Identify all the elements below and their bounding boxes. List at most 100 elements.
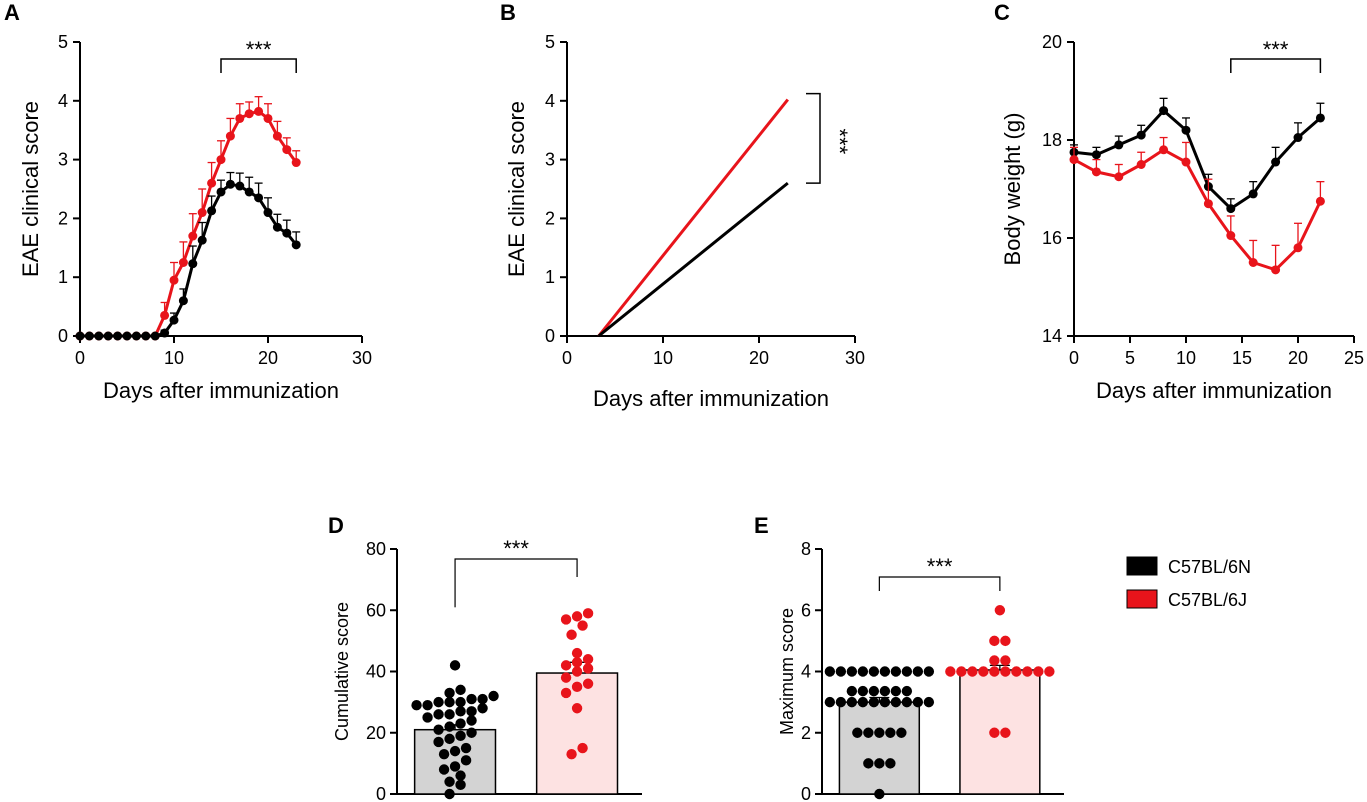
- series-0: [1069, 97, 1325, 214]
- data-point: [263, 113, 273, 123]
- data-point: [1022, 666, 1033, 677]
- data-point: [901, 696, 913, 708]
- data-point: [444, 788, 455, 800]
- data-point: [1044, 666, 1055, 677]
- data-point: [874, 788, 885, 800]
- data-point: [1000, 635, 1011, 647]
- series-line: [597, 181, 789, 338]
- data-point: [582, 654, 594, 665]
- data-point: [455, 718, 466, 729]
- y-tick-label: 1: [545, 267, 555, 287]
- data-point: [868, 685, 880, 697]
- x-tick-label: 30: [352, 348, 372, 368]
- data-point: [1091, 150, 1101, 160]
- x-axis-title: Days after immunization: [103, 378, 339, 403]
- data-point: [103, 331, 113, 341]
- series-line: [597, 98, 789, 337]
- y-tick-label: 0: [58, 326, 68, 346]
- data-point: [433, 724, 444, 735]
- panel-c-chart: 14 16 18 20 0 5 10 15 20 25 Days after immunizatio…: [1000, 32, 1364, 403]
- y-tick-label: 4: [58, 91, 68, 111]
- data-point: [460, 755, 472, 766]
- data-point: [857, 685, 869, 697]
- legend-swatch-6n: [1126, 556, 1158, 576]
- panel-a-chart: 0 1 2 3 4 5 0 10 20 30 Days after immunization EAE …: [18, 32, 372, 403]
- data-point: [411, 699, 422, 711]
- data-point: [282, 228, 292, 238]
- bar-group-1: [945, 605, 1055, 795]
- y-axis-title: EAE clinical score: [18, 101, 43, 277]
- significance-stars: ***: [827, 129, 852, 155]
- x-tick-label: 30: [845, 348, 865, 368]
- data-point: [901, 685, 913, 697]
- data-point: [885, 758, 896, 769]
- y-tick-label: 3: [545, 150, 555, 170]
- data-point: [956, 666, 967, 677]
- data-point: [989, 666, 1000, 677]
- x-tick-label: 20: [1288, 348, 1308, 368]
- data-point: [160, 310, 170, 320]
- data-point: [207, 206, 217, 216]
- legend-label-6j: C57BL/6J: [1168, 590, 1247, 610]
- data-point: [131, 331, 141, 341]
- data-point: [890, 666, 902, 677]
- data-point: [272, 222, 282, 232]
- y-tick-label: 4: [801, 662, 811, 682]
- y-tick-label: 80: [366, 539, 386, 559]
- data-point: [455, 770, 466, 781]
- y-tick-label: 2: [801, 723, 811, 743]
- significance-bracket: [454, 558, 578, 577]
- data-point: [846, 685, 858, 697]
- y-tick-label: 6: [801, 600, 811, 620]
- data-point: [444, 696, 455, 708]
- data-point: [571, 611, 583, 622]
- data-point: [560, 687, 572, 699]
- data-point: [178, 296, 188, 306]
- data-point: [444, 709, 455, 720]
- data-point: [1136, 130, 1146, 140]
- bar-group-1: [535, 608, 619, 795]
- data-point: [560, 660, 572, 671]
- data-point: [244, 109, 254, 119]
- data-point: [896, 727, 907, 738]
- series-1: [75, 171, 301, 341]
- y-tick-label: 5: [58, 32, 68, 52]
- data-point: [560, 672, 572, 683]
- data-point: [852, 727, 863, 738]
- series-0: [75, 96, 301, 341]
- y-tick-label: 14: [1042, 326, 1062, 346]
- data-point: [449, 745, 461, 757]
- series-line: [1073, 109, 1322, 211]
- data-point: [141, 331, 151, 341]
- panel-b-chart: 0 1 2 3 4 5 0 10 20 30 Days after immunization EAE …: [504, 32, 865, 411]
- data-point: [1181, 157, 1191, 167]
- data-point: [433, 696, 444, 708]
- data-point: [94, 331, 104, 341]
- y-axis-title: Body weight (g): [1000, 113, 1025, 266]
- data-point: [923, 696, 935, 708]
- data-point: [291, 158, 301, 168]
- data-point: [1226, 204, 1236, 214]
- data-point: [857, 666, 869, 677]
- data-point: [879, 696, 891, 708]
- x-tick-label: 15: [1232, 348, 1252, 368]
- data-point: [216, 187, 226, 197]
- legend-swatch-6j: [1126, 589, 1158, 609]
- significance-bracket: [220, 58, 297, 73]
- data-point: [1000, 727, 1011, 738]
- data-point: [857, 696, 869, 708]
- y-tick-label: 5: [545, 32, 555, 52]
- data-point: [477, 693, 488, 705]
- panel-e-chart: 0 2 4 6 8 Maximum score ***: [777, 539, 1064, 802]
- data-point: [169, 275, 179, 285]
- y-tick-label: 20: [1042, 32, 1062, 52]
- significance-bracket: [878, 576, 1001, 591]
- data-point: [582, 608, 594, 619]
- series-line: [80, 109, 298, 338]
- y-tick-label: 0: [545, 326, 555, 346]
- data-point: [571, 681, 583, 693]
- data-point: [244, 187, 254, 197]
- data-point: [438, 748, 450, 760]
- data-point: [577, 742, 588, 754]
- data-point: [282, 145, 292, 155]
